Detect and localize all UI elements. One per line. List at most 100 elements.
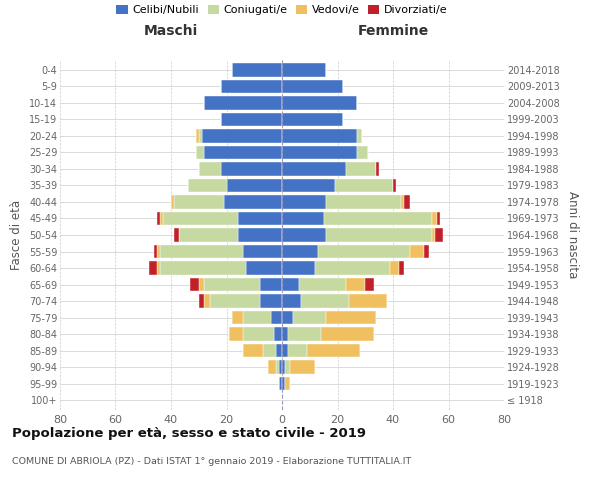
Bar (199, 294, 204, 308)
Bar (390, 262, 398, 274)
Bar (204, 278, 260, 291)
Bar (326, 196, 401, 208)
Bar (282, 196, 326, 208)
Bar (282, 328, 287, 340)
Y-axis label: Fasce di età: Fasce di età (10, 200, 23, 270)
Bar (199, 130, 202, 142)
Text: Maschi: Maschi (144, 24, 198, 38)
Bar (238, 228, 282, 241)
Bar (301, 294, 349, 308)
Bar (424, 245, 429, 258)
Bar (274, 328, 282, 340)
Legend: Celibi/Nubili, Coniugati/e, Vedovi/e, Divorziati/e: Celibi/Nubili, Coniugati/e, Vedovi/e, Di… (114, 2, 450, 18)
Bar (243, 344, 263, 357)
Bar (287, 328, 321, 340)
Bar (174, 228, 179, 241)
Bar (221, 162, 282, 175)
Bar (410, 245, 424, 258)
Bar (160, 262, 246, 274)
Bar (282, 262, 316, 274)
Bar (326, 311, 376, 324)
Bar (174, 196, 224, 208)
Bar (282, 179, 335, 192)
Bar (346, 162, 376, 175)
Text: Popolazione per età, sesso e stato civile - 2019: Popolazione per età, sesso e stato civil… (12, 428, 366, 440)
Bar (282, 64, 326, 76)
Bar (307, 344, 360, 357)
Bar (432, 212, 437, 225)
Bar (160, 212, 163, 225)
Bar (282, 130, 357, 142)
Bar (282, 162, 346, 175)
Bar (210, 294, 260, 308)
Bar (232, 64, 282, 76)
Bar (282, 228, 326, 241)
Bar (277, 344, 282, 357)
Bar (196, 146, 204, 159)
Bar (154, 245, 157, 258)
Bar (279, 377, 282, 390)
Bar (282, 377, 285, 390)
Bar (149, 262, 157, 274)
Bar (221, 80, 282, 93)
Bar (282, 96, 357, 110)
Bar (287, 344, 307, 357)
Bar (282, 311, 293, 324)
Bar (157, 245, 160, 258)
Bar (188, 179, 227, 192)
Bar (365, 278, 374, 291)
Bar (376, 162, 379, 175)
Bar (323, 212, 432, 225)
Bar (282, 113, 343, 126)
Bar (357, 130, 362, 142)
Bar (163, 212, 238, 225)
Bar (199, 162, 221, 175)
Bar (243, 245, 282, 258)
Bar (282, 294, 301, 308)
Bar (277, 360, 279, 374)
Bar (246, 262, 282, 274)
Bar (204, 96, 282, 110)
Bar (282, 278, 299, 291)
Bar (432, 228, 434, 241)
Bar (268, 360, 277, 374)
Bar (326, 228, 432, 241)
Bar (279, 360, 282, 374)
Bar (282, 146, 357, 159)
Bar (401, 196, 404, 208)
Bar (260, 294, 282, 308)
Bar (204, 294, 210, 308)
Bar (196, 130, 199, 142)
Bar (349, 294, 388, 308)
Bar (243, 328, 274, 340)
Text: COMUNE DI ABRIOLA (PZ) - Dati ISTAT 1° gennaio 2019 - Elaborazione TUTTITALIA.IT: COMUNE DI ABRIOLA (PZ) - Dati ISTAT 1° g… (12, 458, 411, 466)
Bar (232, 311, 243, 324)
Bar (357, 146, 368, 159)
Bar (282, 80, 343, 93)
Bar (290, 360, 316, 374)
Bar (398, 262, 404, 274)
Bar (260, 278, 282, 291)
Bar (204, 146, 282, 159)
Bar (221, 113, 282, 126)
Bar (285, 360, 290, 374)
Bar (282, 360, 285, 374)
Bar (179, 228, 238, 241)
Bar (316, 262, 390, 274)
Bar (199, 278, 204, 291)
Bar (271, 311, 282, 324)
Bar (335, 179, 393, 192)
Bar (202, 130, 282, 142)
Bar (190, 278, 199, 291)
Bar (437, 212, 440, 225)
Bar (321, 328, 374, 340)
Bar (157, 262, 160, 274)
Bar (171, 196, 174, 208)
Bar (346, 278, 365, 291)
Bar (285, 377, 290, 390)
Y-axis label: Anni di nascita: Anni di nascita (566, 192, 579, 278)
Bar (404, 196, 410, 208)
Bar (224, 196, 282, 208)
Text: Femmine: Femmine (358, 24, 428, 38)
Bar (299, 278, 346, 291)
